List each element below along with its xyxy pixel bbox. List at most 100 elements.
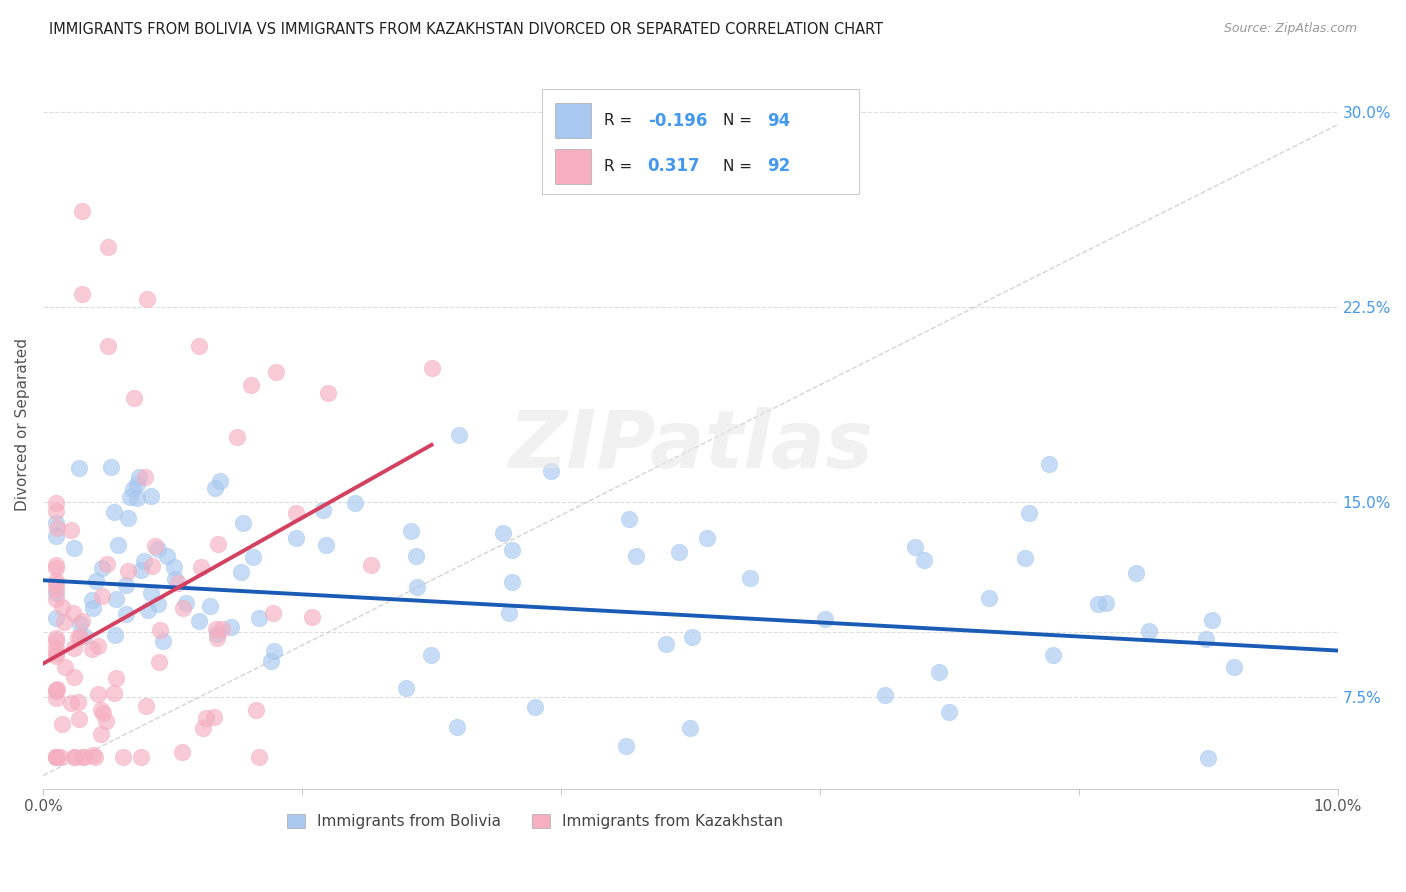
Point xyxy=(679,722,702,736)
Point xyxy=(103,685,125,699)
Point xyxy=(128,469,150,483)
Point xyxy=(135,292,157,306)
Point xyxy=(242,550,264,565)
Point xyxy=(205,622,228,636)
Point xyxy=(67,712,90,726)
Point xyxy=(45,585,67,599)
Point xyxy=(117,564,139,578)
Point xyxy=(45,646,67,660)
Point xyxy=(624,549,647,563)
Point xyxy=(172,745,194,759)
Point xyxy=(165,572,187,586)
Text: Source: ZipAtlas.com: Source: ZipAtlas.com xyxy=(1223,22,1357,36)
Point xyxy=(70,203,93,218)
Point xyxy=(681,630,703,644)
Point xyxy=(104,592,127,607)
Text: 92: 92 xyxy=(766,157,790,175)
Point xyxy=(69,617,91,632)
Point xyxy=(205,632,228,646)
Point xyxy=(264,365,287,379)
Point xyxy=(45,648,67,663)
Point xyxy=(103,505,125,519)
Point xyxy=(90,589,112,603)
Point xyxy=(51,599,73,614)
Text: N =: N = xyxy=(723,159,756,174)
Point xyxy=(501,543,523,558)
Point xyxy=(118,490,141,504)
Point xyxy=(360,558,382,573)
Point xyxy=(904,540,927,554)
Point xyxy=(45,558,67,573)
Point xyxy=(53,660,76,674)
Text: ZIPatlas: ZIPatlas xyxy=(508,407,873,485)
Point xyxy=(45,495,67,509)
Point xyxy=(72,750,94,764)
Point xyxy=(51,716,73,731)
Point xyxy=(134,470,156,484)
Point xyxy=(617,512,640,526)
Point xyxy=(148,655,170,669)
Point xyxy=(46,750,69,764)
Point xyxy=(45,631,67,645)
Point xyxy=(938,705,960,719)
Point xyxy=(259,655,281,669)
Point xyxy=(45,750,67,764)
Point xyxy=(45,750,67,764)
FancyBboxPatch shape xyxy=(541,89,859,194)
Point xyxy=(301,609,323,624)
Point xyxy=(132,554,155,568)
Point xyxy=(96,714,118,728)
Point xyxy=(172,600,194,615)
Point xyxy=(912,553,935,567)
Point xyxy=(285,531,308,545)
Point xyxy=(45,591,67,606)
Point xyxy=(873,689,896,703)
Point xyxy=(211,622,233,636)
Point xyxy=(122,391,145,405)
Point xyxy=(1095,597,1118,611)
Point xyxy=(73,629,96,643)
Point xyxy=(45,504,67,518)
Point xyxy=(104,628,127,642)
Point xyxy=(524,700,547,714)
Point xyxy=(45,633,67,648)
Point xyxy=(63,541,86,556)
Point xyxy=(45,683,67,698)
Point xyxy=(59,697,82,711)
Point xyxy=(69,630,91,644)
Point xyxy=(97,339,120,353)
Point xyxy=(207,537,229,551)
Point xyxy=(312,503,335,517)
Point xyxy=(67,461,90,475)
Point xyxy=(247,611,270,625)
Point xyxy=(87,688,110,702)
Point xyxy=(45,521,67,535)
Point xyxy=(1042,648,1064,662)
Point xyxy=(105,672,128,686)
Text: R =: R = xyxy=(603,159,641,174)
Point xyxy=(84,574,107,588)
Point xyxy=(447,428,470,442)
Text: IMMIGRANTS FROM BOLIVIA VS IMMIGRANTS FROM KAZAKHSTAN DIVORCED OR SEPARATED CORR: IMMIGRANTS FROM BOLIVIA VS IMMIGRANTS FR… xyxy=(49,22,883,37)
Point xyxy=(143,539,166,553)
Point xyxy=(45,582,67,596)
Point xyxy=(117,510,139,524)
Point xyxy=(115,607,138,622)
Point xyxy=(129,563,152,577)
Point xyxy=(263,644,285,658)
Point xyxy=(1018,506,1040,520)
Point xyxy=(87,639,110,653)
Point xyxy=(93,706,115,720)
Point xyxy=(1223,660,1246,674)
Point xyxy=(141,586,163,600)
Point xyxy=(191,721,214,735)
Point xyxy=(190,559,212,574)
Point xyxy=(152,633,174,648)
Point xyxy=(498,606,520,620)
Point xyxy=(70,286,93,301)
Point xyxy=(96,557,118,571)
Text: R =: R = xyxy=(603,113,637,128)
Point xyxy=(45,640,67,655)
Point xyxy=(80,592,103,607)
Text: -0.196: -0.196 xyxy=(648,112,707,130)
